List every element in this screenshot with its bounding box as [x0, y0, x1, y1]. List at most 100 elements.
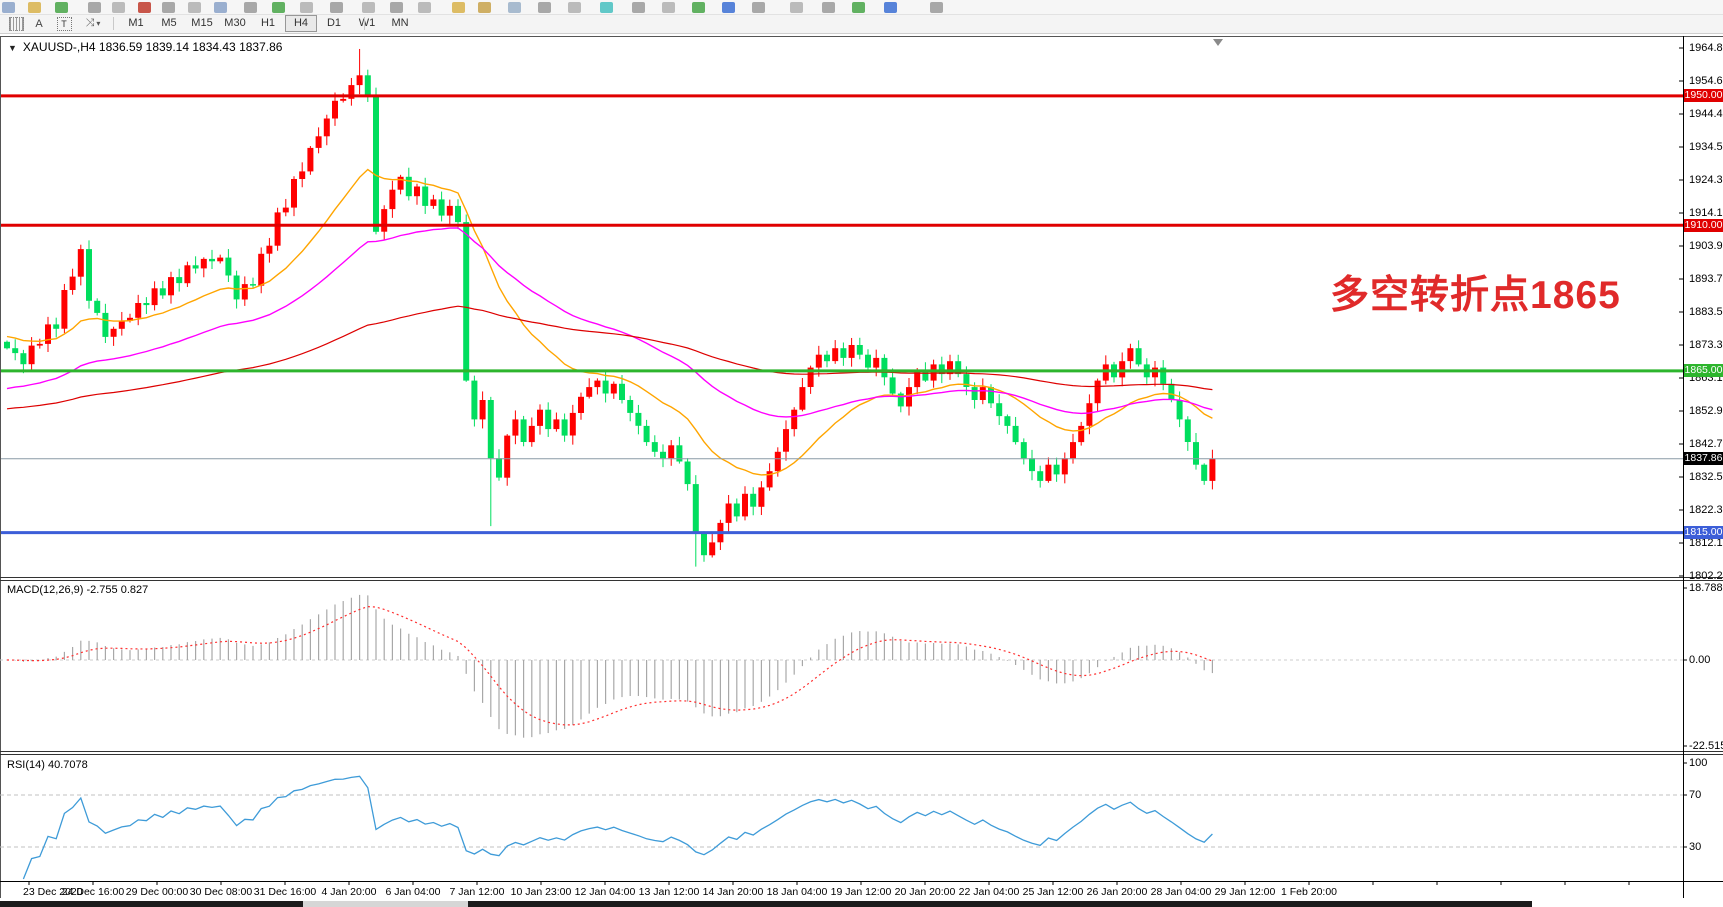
timeframe-button-M15[interactable]: M15: [191, 17, 213, 29]
clipped-toolbar-icon[interactable]: [362, 2, 375, 13]
x-axis-label: 20 Jan 20:00: [894, 886, 956, 898]
clipped-toolbar-icon[interactable]: [244, 2, 257, 13]
chart-annotation-text: 多空转折点1865: [1330, 274, 1621, 317]
arrows-tool-icon[interactable]: ⤨ ▾: [85, 17, 101, 29]
price-axis-label: 1832.50: [1689, 471, 1723, 483]
clipped-toolbar-icon[interactable]: [600, 2, 613, 13]
clipped-toolbar-icon[interactable]: [662, 2, 675, 13]
timeframe-button-M1[interactable]: M1: [128, 17, 144, 29]
clipped-toolbar-icon[interactable]: [752, 2, 765, 13]
x-axis-label: 10 Jan 23:00: [510, 886, 572, 898]
x-axis-label: 29 Dec 00:00: [125, 886, 189, 898]
price-axis-label: 1852.90: [1689, 405, 1723, 417]
current-price-badge: 1837.86: [1684, 452, 1723, 466]
x-axis-label: 28 Jan 04:00: [1150, 886, 1212, 898]
clipped-toolbar-icon[interactable]: [28, 2, 41, 13]
clipped-toolbar-icon[interactable]: [930, 2, 943, 13]
x-axis-label: 13 Jan 12:00: [638, 886, 700, 898]
clipped-toolbar-icon[interactable]: [214, 2, 227, 13]
price-level-badge: 1950.00: [1684, 89, 1723, 103]
x-axis-label: 19 Jan 12:00: [830, 886, 892, 898]
price-axis-label: 1934.50: [1689, 141, 1723, 153]
x-axis-label: 12 Jan 04:00: [574, 886, 636, 898]
price-axis-label: 1842.70: [1689, 438, 1723, 450]
x-axis-label: 24 Dec 16:00: [61, 886, 125, 898]
clipped-toolbar-icon[interactable]: [188, 2, 201, 13]
macd-histogram: [14, 594, 1214, 738]
timeframe-button-M5[interactable]: M5: [161, 17, 177, 29]
insert-arrow-label-icon[interactable]: A: [35, 17, 43, 30]
insert-text-icon[interactable]: T: [56, 15, 72, 32]
price-level-badge: 1910.00: [1684, 218, 1723, 232]
clipped-toolbar-icon[interactable]: [390, 2, 403, 13]
crosshair-grid-icon[interactable]: [8, 15, 24, 32]
clipped-toolbar-icon[interactable]: [272, 2, 285, 13]
chart-shift-marker-icon[interactable]: [1213, 39, 1223, 46]
toolbar-separator: [364, 17, 365, 30]
clipped-toolbar-icon[interactable]: [822, 2, 835, 13]
clipped-toolbar-icon[interactable]: [568, 2, 581, 13]
macd-indicator-label: MACD(12,26,9) -2.755 0.827: [7, 584, 149, 596]
timeframe-button-H4[interactable]: H4: [285, 15, 317, 32]
timeframe-button-H1[interactable]: H1: [260, 17, 276, 29]
x-axis-label: 30 Dec 08:00: [189, 886, 253, 898]
clipped-toolbar-icon[interactable]: [478, 2, 491, 13]
timeframe-button-W1[interactable]: W1: [358, 17, 376, 29]
quick-trade-dropdown-icon[interactable]: ▼: [8, 43, 17, 53]
clipped-toolbar-icon[interactable]: [2, 2, 15, 13]
x-axis-label: 1 Feb 20:00: [1280, 886, 1338, 898]
x-axis-label: 18 Jan 04:00: [766, 886, 828, 898]
clipped-toolbar-icon[interactable]: [452, 2, 465, 13]
clipped-toolbar-icon[interactable]: [790, 2, 803, 13]
toolbar-drawing-and-timeframes: A T ⤨ ▾ M1 M5 M15 M30 H1 H4 D1 W1 MN: [0, 15, 1723, 34]
text-tool-glyph: T: [56, 16, 72, 31]
clipped-toolbar-icon[interactable]: [884, 2, 897, 13]
clipped-toolbar-icon[interactable]: [692, 2, 705, 13]
x-axis-label: 23 Dec 2020: [23, 886, 83, 898]
price-level-badge: 1815.00: [1684, 526, 1723, 540]
price-axis-label: 1873.30: [1689, 339, 1723, 351]
clipped-toolbar-icon[interactable]: [112, 2, 125, 13]
bottom-clipped-panel: [468, 901, 1532, 907]
ma-mid-line: [6, 227, 1213, 418]
rsi-line: [22, 775, 1213, 880]
clipped-toolbar-icon[interactable]: [330, 2, 343, 13]
clipped-toolbar-icon[interactable]: [162, 2, 175, 13]
price-axis-label: 1924.30: [1689, 174, 1723, 186]
timeframe-button-MN[interactable]: MN: [391, 17, 409, 29]
price-axis-label: 1812.10: [1689, 537, 1723, 549]
macd-axis-label: 0.00: [1689, 654, 1711, 666]
x-axis-label: 25 Jan 12:00: [1022, 886, 1084, 898]
price-axis-label: 1944.40: [1689, 108, 1723, 120]
ma-fast-line: [6, 168, 1213, 476]
timeframe-button-D1[interactable]: D1: [326, 17, 342, 29]
clipped-toolbar-icon[interactable]: [508, 2, 521, 13]
candles: [4, 48, 1216, 567]
clipped-toolbar-icon[interactable]: [138, 2, 151, 13]
ma-slow-line: [6, 305, 1213, 410]
x-axis-label: 22 Jan 04:00: [958, 886, 1020, 898]
clipped-toolbar-icon[interactable]: [418, 2, 431, 13]
clipped-toolbar-icon[interactable]: [300, 2, 313, 13]
price-axis-label: 1883.50: [1689, 306, 1723, 318]
timeframe-bar: M1 M5 M15 M30 H1 H4 D1 W1 MN: [120, 15, 417, 32]
price-axis-label: 1903.90: [1689, 240, 1723, 252]
price-level-badge: 1865.00: [1684, 364, 1723, 378]
x-axis-label: 31 Dec 16:00: [253, 886, 317, 898]
price-axis-label: 1822.30: [1689, 504, 1723, 516]
price-axis-label: 1964.80: [1689, 42, 1723, 54]
timeframe-button-M30[interactable]: M30: [224, 17, 246, 29]
clipped-toolbar-icon[interactable]: [88, 2, 101, 13]
clipped-toolbar-icon[interactable]: [55, 2, 68, 13]
clipped-toolbar-icon[interactable]: [722, 2, 735, 13]
clipped-toolbar-icon[interactable]: [538, 2, 551, 13]
price-axis-label: 1954.60: [1689, 75, 1723, 87]
clipped-toolbar-icon[interactable]: [852, 2, 865, 13]
chart-title: ▼ XAUUSD-,H4 1836.59 1839.14 1834.43 1837…: [8, 40, 282, 54]
x-axis-label: 4 Jan 20:00: [321, 886, 377, 898]
clipped-toolbar-icon[interactable]: [632, 2, 645, 13]
pane-borders: [0, 36, 1723, 898]
toolbar-top-clipped: [0, 0, 1723, 15]
